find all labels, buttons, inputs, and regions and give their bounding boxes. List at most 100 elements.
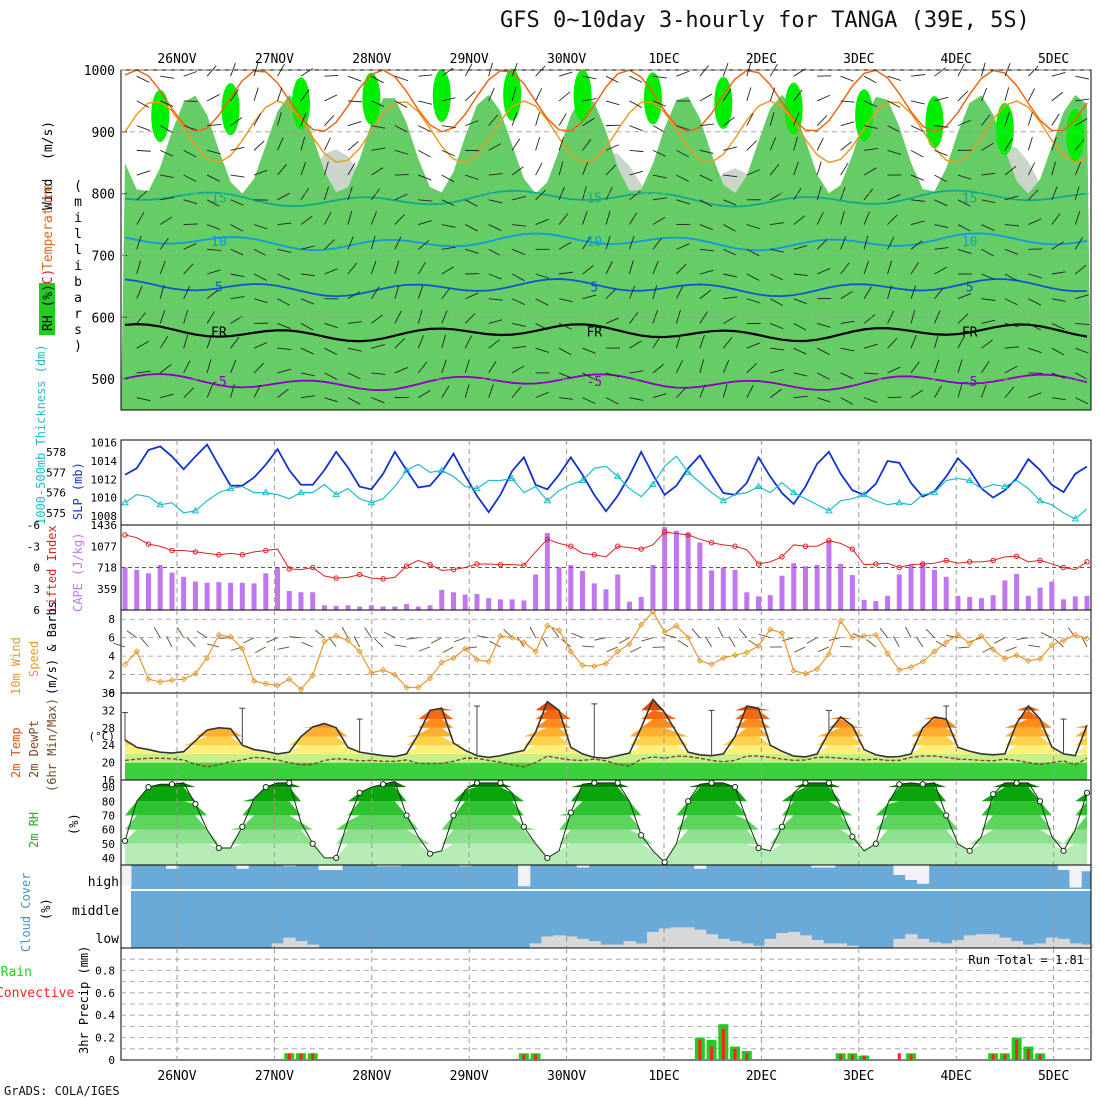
wind-barb [816, 94, 831, 102]
wind-speed-point [168, 676, 176, 684]
wind-barb [1074, 162, 1082, 176]
low-cloud-fill [905, 934, 918, 948]
wind-barb [1075, 118, 1088, 127]
y-tick-label: 800 [92, 188, 115, 203]
li-line [124, 531, 1088, 580]
wind-barb [464, 335, 472, 349]
temperature-contour-label: 10 [962, 235, 978, 250]
precip-convective-bar [721, 1028, 725, 1060]
rh-ylabel-group: RH (%) [39, 283, 56, 335]
wind-speed-point [837, 617, 844, 625]
wind-barb [840, 186, 846, 200]
wind-barb-10m [866, 639, 877, 648]
thickness-point [1036, 496, 1044, 504]
wind-barb [1004, 346, 1019, 349]
wind-barb [1051, 213, 1061, 225]
wind-barb [887, 236, 895, 250]
wind-barb [488, 224, 502, 231]
wind-barb [652, 336, 661, 349]
ylabel-2m-dewpt: 2m DewPt [27, 720, 41, 778]
wind-barb [253, 224, 268, 230]
wind-barb [934, 125, 949, 128]
wind-barb [394, 125, 408, 133]
rh-point [286, 779, 293, 786]
temperature-contour-label: 15 [586, 192, 602, 207]
high-cloud-clear [576, 865, 589, 868]
thickness-point [191, 506, 200, 514]
li-point [122, 532, 128, 538]
wind-barb [769, 163, 780, 176]
wind-barb [1027, 162, 1035, 176]
wind-barb-10m [196, 630, 208, 639]
thickness-point [965, 476, 974, 483]
cape-bar [275, 567, 281, 610]
wind-barb [981, 298, 996, 301]
wind-barb [394, 193, 408, 201]
wind-barb [957, 224, 971, 232]
wind-barb [465, 174, 479, 180]
wind-speed-point [649, 608, 657, 615]
wind-barb [934, 174, 948, 183]
wind-barb [864, 125, 878, 129]
wind-barb [394, 367, 408, 374]
wind-barb [934, 385, 942, 398]
thickness-point [649, 480, 657, 488]
cape-bar [1002, 580, 1008, 610]
wind-barb [277, 347, 292, 350]
wind-barb [394, 149, 409, 155]
cape-bar [814, 565, 820, 610]
wind-speed-point [344, 637, 352, 644]
temperature-contour-label: 5 [590, 281, 598, 296]
wind-barb [1074, 237, 1083, 250]
wind-barb [910, 74, 925, 77]
wind-barb [347, 372, 361, 380]
cape-bar [321, 605, 327, 610]
wind-barb [253, 298, 268, 304]
low-cloud-fill [1022, 944, 1035, 948]
li-point [521, 562, 527, 569]
wind-barb-10m [1028, 644, 1041, 648]
ylabel-speed: Speed [27, 641, 41, 677]
wind-speed-point [919, 658, 926, 665]
wind-barb [793, 298, 807, 305]
rh-point [919, 781, 926, 788]
wind-barb [441, 359, 447, 374]
rh-tick-label: 70 [102, 809, 115, 822]
rh-fill-saturated [503, 68, 522, 121]
wind-barb [230, 384, 235, 398]
wind-barb [699, 65, 710, 77]
wind-barb-10m [140, 637, 149, 648]
wind-barb [957, 90, 969, 102]
li-point [896, 564, 902, 571]
wind-barb [441, 334, 446, 349]
wind-barb [1075, 372, 1088, 380]
wind-barb-10m [935, 640, 947, 648]
wind-barb [793, 323, 807, 331]
wind-barb-10m [925, 628, 935, 638]
rh-point [239, 823, 246, 830]
cape-bar [251, 583, 257, 610]
thickness-tick-label: 576 [46, 487, 66, 500]
wind-speed-point [450, 654, 457, 662]
wind-barb [1004, 195, 1019, 201]
wind-barb [230, 224, 244, 232]
wind-speed-point [849, 634, 856, 641]
wind-barb-10m [153, 627, 161, 638]
thickness-point [613, 472, 622, 479]
wind-barb [183, 263, 194, 275]
wind-barb [441, 310, 448, 324]
x-label-top-6: 2DEC [746, 52, 777, 67]
wind-barb [934, 96, 949, 102]
li-point [1037, 557, 1043, 564]
wind-barb [887, 285, 892, 299]
wind-barb [183, 242, 197, 250]
low-cloud-fill [952, 939, 965, 948]
wind-barb [488, 298, 503, 301]
wind-barb [629, 260, 634, 275]
wind-barb [793, 136, 798, 151]
wind-barb [370, 286, 380, 299]
wind-barb [676, 174, 690, 182]
wind-barb [206, 359, 212, 374]
ylabel-cape: CAPE (J/kg) [71, 533, 85, 612]
wind-barb [863, 343, 878, 349]
